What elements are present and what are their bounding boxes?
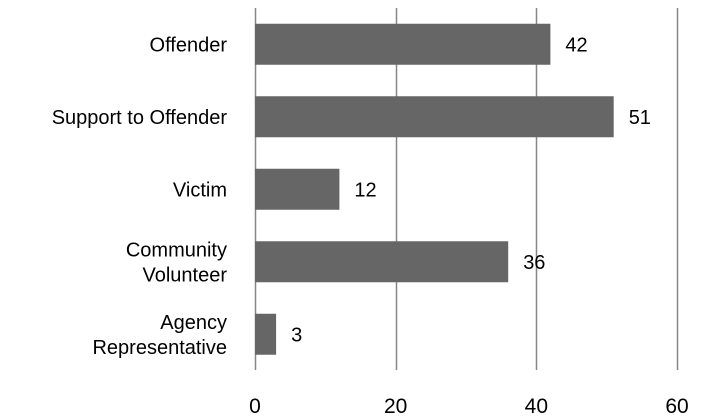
x-tick-label-20: 20 (384, 395, 407, 418)
data-label-4: 3 (291, 324, 302, 346)
bar-1 (255, 96, 614, 138)
category-label-3: Community Volunteer (126, 239, 227, 286)
data-label-1: 51 (629, 107, 651, 129)
x-tick-label-0: 0 (249, 395, 261, 418)
data-label-3: 36 (523, 252, 545, 274)
bar-4 (255, 313, 277, 355)
bars (255, 23, 614, 355)
category-labels: Offender Support to Offender Victim Communi… (52, 34, 228, 359)
bar-2 (255, 168, 340, 210)
bar-0 (255, 23, 551, 65)
x-axis-tick-labels: 0 20 40 60 (249, 395, 689, 418)
x-tick-label-60: 60 (665, 395, 688, 418)
data-label-0: 42 (565, 34, 587, 56)
category-label-0: Offender (150, 34, 228, 56)
data-label-2: 12 (354, 179, 376, 201)
category-label-1: Support to Offender (52, 107, 228, 129)
data-labels: 42 51 12 36 3 (291, 34, 651, 346)
x-tick-label-40: 40 (525, 395, 548, 418)
category-label-4: Agency Representative (92, 312, 227, 359)
category-label-2: Victim (173, 179, 227, 201)
bar-3 (255, 241, 509, 283)
